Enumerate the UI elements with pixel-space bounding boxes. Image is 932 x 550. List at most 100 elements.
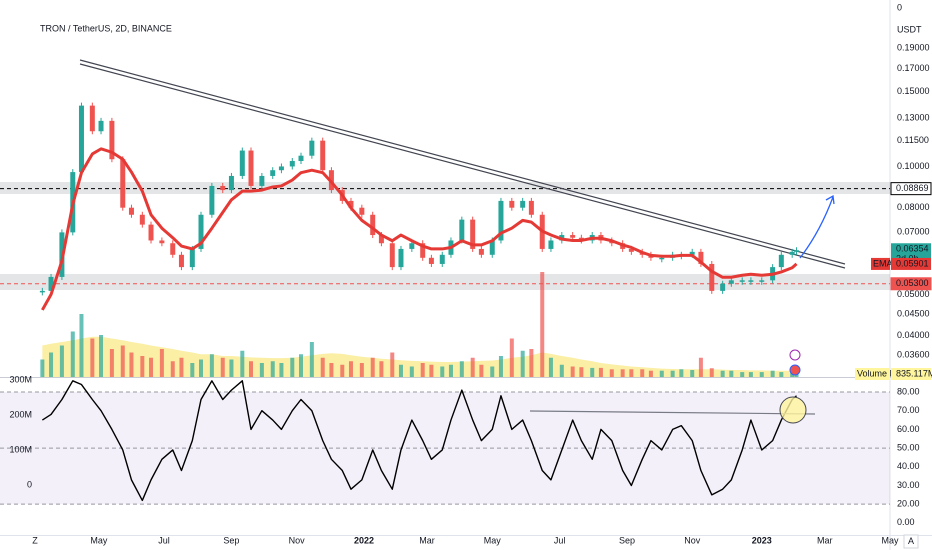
plot-layer: 0 100M 200M 300M 0.19000 0.17000 0.15000 0.1300… xyxy=(0,42,932,545)
auto-scale-label[interactable]: A xyxy=(908,536,914,546)
candle xyxy=(420,243,426,258)
ema-line xyxy=(41,147,798,311)
candle xyxy=(728,280,734,284)
volume-bar xyxy=(270,361,275,377)
y-tick-label: 0.03600 xyxy=(897,350,930,360)
volume-bar xyxy=(90,338,95,377)
volume-bar xyxy=(49,352,54,377)
rsi-tick-label: 0.00 xyxy=(897,517,915,527)
candle xyxy=(259,175,265,186)
candle xyxy=(389,243,395,268)
candle xyxy=(428,257,434,264)
candle xyxy=(794,250,800,252)
candle xyxy=(89,105,95,132)
x-tick-label: 2022 xyxy=(354,535,374,545)
y-tick-label: 0.17000 xyxy=(897,63,930,73)
rsi-trendline xyxy=(529,410,816,415)
volume-bar xyxy=(79,314,84,377)
scale-top-label: 0 xyxy=(897,2,902,12)
volume-bar xyxy=(698,357,703,377)
rsi-tick-label: 80.00 xyxy=(897,386,920,396)
volume-bar xyxy=(240,350,245,377)
volume-bar xyxy=(748,372,753,377)
x-tick-label: Sep xyxy=(223,535,239,545)
y-tick-label: 0.04500 xyxy=(897,308,930,318)
volume-bar xyxy=(170,361,175,377)
volume-bar xyxy=(279,363,284,377)
volume-bar xyxy=(579,367,584,377)
candle xyxy=(789,251,795,255)
volume-bar xyxy=(670,370,675,377)
volume-bar xyxy=(520,350,525,377)
volume-bar xyxy=(370,357,375,377)
volume-bar xyxy=(729,370,734,377)
candle xyxy=(178,254,184,268)
volume-bar xyxy=(620,369,625,377)
candle xyxy=(409,243,415,249)
volume-bar xyxy=(740,372,745,377)
volume-bar xyxy=(590,367,595,377)
volume-bar xyxy=(779,372,784,377)
volume-bar xyxy=(99,335,104,377)
volume-bar xyxy=(379,361,384,377)
candle xyxy=(248,150,254,186)
candle xyxy=(470,219,476,249)
candle xyxy=(370,214,376,236)
volume-bar xyxy=(470,357,475,377)
price-level-label: 0.05300 xyxy=(896,278,929,288)
volume-bar xyxy=(679,369,684,377)
x-tick-label: Nov xyxy=(684,535,701,545)
volume-bar xyxy=(40,359,45,377)
candle xyxy=(270,170,276,176)
toolbar-icon[interactable]: Z xyxy=(32,535,38,545)
volume-ma-name: Volume MA xyxy=(857,368,903,378)
volume-bar xyxy=(598,367,603,377)
volume-bar xyxy=(659,370,664,377)
candle xyxy=(198,214,204,249)
volume-ma-value-box xyxy=(891,368,931,380)
candle xyxy=(120,159,126,208)
rsi-tick-label: 50.00 xyxy=(897,442,920,452)
auto-scale-button[interactable] xyxy=(903,534,919,549)
volume-ma-name-box xyxy=(855,368,890,380)
candle xyxy=(759,280,765,282)
candle xyxy=(378,235,384,244)
volume-bar xyxy=(709,368,714,377)
volume-bar xyxy=(570,366,575,377)
volume-bar xyxy=(340,364,345,377)
ema-name-label: EMA xyxy=(873,258,893,268)
last-price-label: 0.06354 xyxy=(896,244,929,254)
candle xyxy=(528,200,534,215)
candle xyxy=(189,248,195,268)
candle xyxy=(78,105,84,173)
volume-bar xyxy=(429,364,434,377)
volume-bar xyxy=(298,354,303,377)
resistance-zone xyxy=(0,182,890,194)
volume-bar xyxy=(390,352,395,377)
volume-bar xyxy=(559,364,564,377)
candle xyxy=(309,140,315,156)
x-tick-label: Mar xyxy=(419,535,435,545)
x-tick-label: May xyxy=(484,535,502,545)
y-tick-label: 0.07000 xyxy=(897,227,930,237)
candle xyxy=(478,248,484,255)
rsi-line xyxy=(41,380,797,502)
volume-bar xyxy=(648,370,653,377)
volume-bar xyxy=(179,357,184,377)
volume-bar xyxy=(190,363,195,377)
candle xyxy=(520,200,526,208)
y-tick-label: 0.11500 xyxy=(897,135,929,145)
candle xyxy=(778,254,784,268)
candle xyxy=(139,214,145,225)
volume-ma-value: 835.117M xyxy=(896,368,932,378)
candle xyxy=(489,240,495,255)
volume-bar xyxy=(329,363,334,377)
volume-bar xyxy=(459,361,464,377)
volume-bar xyxy=(229,359,234,377)
x-tick-label: Nov xyxy=(289,535,306,545)
volume-bar xyxy=(70,331,75,377)
volume-bar xyxy=(690,370,695,377)
candle xyxy=(148,224,154,241)
candle xyxy=(509,200,515,208)
